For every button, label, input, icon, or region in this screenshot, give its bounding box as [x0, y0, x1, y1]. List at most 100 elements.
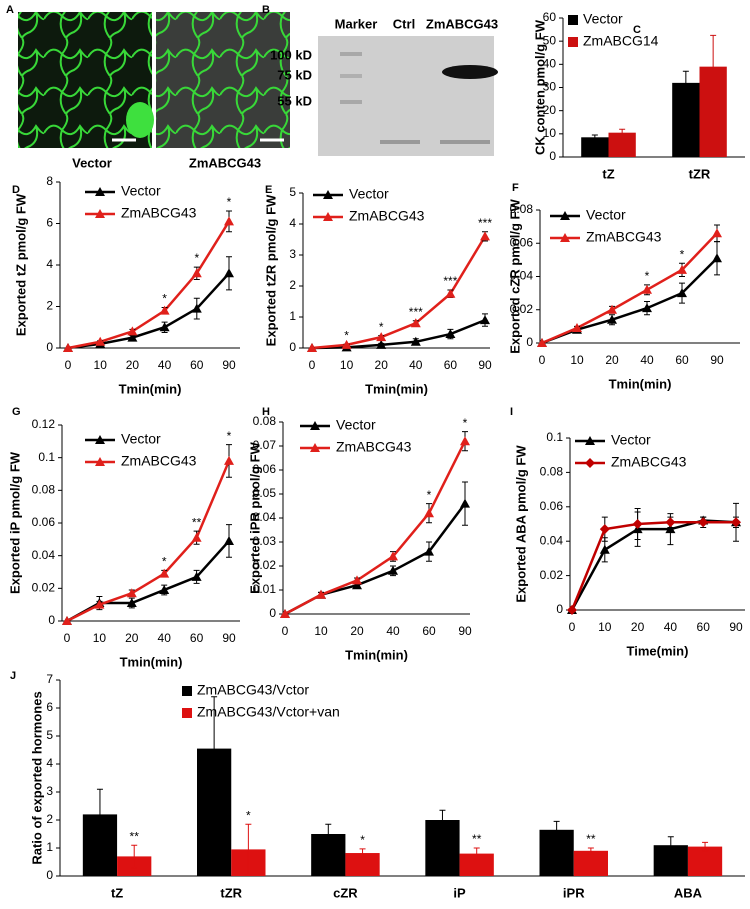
y-tick-label: 0: [46, 868, 53, 882]
error-bar: [710, 34, 717, 99]
legend-label: Vector: [586, 207, 626, 223]
micrograph-spot: [126, 102, 154, 138]
panel-label: D: [12, 184, 20, 196]
y-tick-label: 0.04: [540, 533, 564, 547]
data-point: [376, 332, 387, 342]
significance: *: [463, 416, 468, 430]
error-bar: [553, 820, 560, 839]
significance: *: [194, 251, 199, 265]
x-tick-label: 0: [65, 358, 72, 372]
x-tick-label: 20: [605, 353, 619, 367]
legend-label: Vector: [121, 431, 161, 447]
x-tick-label: 90: [710, 353, 724, 367]
error-bar: [702, 841, 709, 852]
y-tick-label: 0: [549, 149, 556, 163]
panel-b: B Marker Ctrl ZmABCG43 100 kD 75 kD 55 k…: [262, 4, 498, 156]
error-bar: [473, 847, 480, 860]
data-point: [424, 546, 434, 556]
legend-label: ZmABCG43: [121, 205, 197, 221]
panel-label: C: [633, 24, 641, 36]
data-point: [224, 535, 234, 545]
x-tick-label: cZR: [333, 885, 358, 900]
bar: [608, 132, 636, 157]
x-axis-label: Tmin(min): [365, 381, 428, 396]
error-bar: [587, 847, 594, 855]
y-tick-label: 0: [269, 606, 276, 620]
y-tick-label: 8: [46, 174, 53, 188]
y-tick-label: 0.04: [32, 548, 56, 562]
data-point: [388, 551, 398, 561]
micrograph-cells: [156, 12, 290, 148]
error-bar: [245, 823, 252, 876]
data-point: [126, 588, 137, 598]
x-tick-label: 40: [386, 624, 400, 638]
y-tick-label: 0.08: [540, 465, 564, 479]
data-point: [95, 336, 106, 346]
bar: [573, 850, 608, 876]
significance: ***: [409, 305, 423, 319]
y-tick-label: 0.12: [32, 417, 56, 431]
panel-label: B: [262, 4, 270, 16]
significance: *: [379, 320, 384, 334]
x-tick-label: tZR: [220, 885, 242, 900]
data-point: [460, 436, 470, 446]
series-line: [570, 519, 737, 611]
data-point: [388, 565, 398, 575]
error-bar: [591, 134, 598, 141]
y-axis-label: Exported iPR pmol/g FW: [247, 441, 262, 593]
y-tick-label: 0.03: [253, 534, 277, 548]
x-tick-label: 60: [190, 631, 204, 645]
y-tick-label: 50: [543, 33, 557, 47]
data-point: [642, 303, 652, 313]
panel-label: G: [12, 406, 21, 418]
series-line: [66, 460, 231, 623]
data-point: [63, 343, 73, 352]
x-tick-label: 60: [675, 353, 689, 367]
data-point: [460, 498, 470, 508]
panel-label: J: [10, 670, 16, 682]
y-tick-label: 7: [46, 672, 53, 686]
significance: **: [586, 832, 596, 846]
data-point: [280, 609, 290, 618]
y-axis-label: Ratio of exported hormones: [29, 691, 44, 864]
y-tick-label: 0.08: [32, 483, 56, 497]
bar: [459, 853, 494, 876]
y-tick-label: 0.06: [253, 462, 277, 476]
data-point: [480, 315, 490, 325]
blot-band: [440, 140, 490, 144]
data-point: [642, 284, 652, 294]
y-tick-label: 0.1: [38, 450, 55, 464]
x-tick-label: 40: [158, 358, 172, 372]
legend-swatch: [182, 708, 192, 718]
series-line: [67, 220, 231, 350]
x-tick-label: 20: [126, 358, 140, 372]
x-tick-label: ABA: [674, 885, 703, 900]
x-tick-label: 10: [93, 631, 107, 645]
significance: *: [344, 328, 349, 342]
data-point: [316, 589, 326, 599]
panel-label: A: [6, 4, 14, 16]
lane-label: Marker: [335, 16, 378, 31]
x-axis-label: Time(min): [627, 643, 689, 658]
x-axis-label: Tmin(min): [120, 654, 183, 669]
y-tick-label: 1: [46, 840, 53, 854]
y-tick-label: 6: [46, 700, 53, 714]
significance: *: [427, 488, 432, 502]
data-point: [159, 322, 170, 332]
error-bar: [96, 788, 103, 841]
error-bar: [359, 848, 366, 858]
series-line: [311, 235, 487, 350]
x-tick-label: 0: [309, 358, 316, 372]
legend-label: Vector: [349, 186, 389, 202]
y-tick-label: 0: [556, 602, 563, 616]
caption: ZmABCG43: [189, 155, 261, 170]
x-tick-label: 90: [478, 358, 492, 372]
error-bar: [211, 696, 218, 801]
y-tick-label: 20: [543, 103, 557, 117]
legend-label: ZmABCG43: [336, 439, 412, 455]
x-tick-label: 90: [222, 631, 236, 645]
y-tick-label: 10: [543, 126, 557, 140]
x-tick-label: 20: [350, 624, 364, 638]
error-bar: [667, 836, 674, 855]
blot-band: [340, 52, 362, 56]
